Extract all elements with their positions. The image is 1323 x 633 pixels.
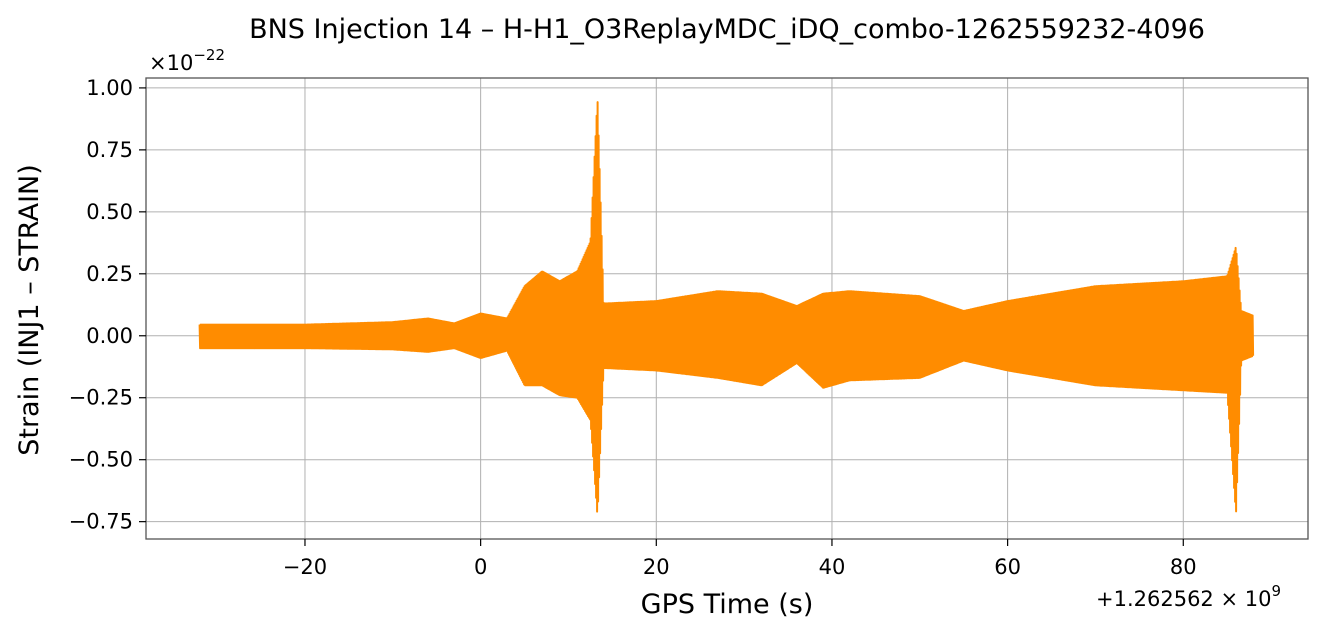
- x-offset-label: +1.262562 × 109: [1096, 582, 1281, 611]
- y-tick-label: −0.50: [69, 448, 133, 472]
- x-offset-exponent: 9: [1271, 582, 1281, 600]
- y-tick-label: 0.25: [86, 262, 133, 286]
- y-axis-ticks: −0.75 −0.50 −0.25 0.00 0.25 0.50 0.75 1.00: [69, 76, 146, 534]
- y-axis-label: Strain (INJ1 – STRAIN): [14, 164, 45, 456]
- y-tick-label: 0.50: [86, 200, 133, 224]
- x-tick-label: 0: [474, 555, 487, 579]
- y-tick-label: −0.25: [69, 386, 133, 410]
- x-axis-ticks: −20 0 20 40 60 80: [283, 539, 1197, 579]
- plot-frame: [145, 77, 1309, 540]
- x-tick-label: 40: [819, 555, 846, 579]
- x-axis-label: GPS Time (s): [641, 589, 814, 620]
- x-tick-label: 60: [994, 555, 1021, 579]
- x-tick-label: 80: [1170, 555, 1197, 579]
- y-scale-exponent: −22: [193, 46, 225, 64]
- y-tick-label: 0.75: [86, 138, 133, 162]
- y-scale-base: ×10: [149, 51, 193, 75]
- x-offset-base: +1.262562 × 10: [1096, 587, 1271, 611]
- chart-title: BNS Injection 14 – H-H1_O3ReplayMDC_iDQ_…: [249, 14, 1205, 45]
- strain-line: [198, 101, 1255, 513]
- strain-series: [198, 101, 1255, 513]
- x-tick-label: −20: [283, 555, 327, 579]
- y-tick-label: −0.75: [69, 510, 133, 534]
- y-tick-label: 1.00: [86, 76, 133, 100]
- y-scale-factor: ×10−22: [149, 46, 225, 75]
- y-tick-label: 0.00: [86, 324, 133, 348]
- x-tick-label: 20: [643, 555, 670, 579]
